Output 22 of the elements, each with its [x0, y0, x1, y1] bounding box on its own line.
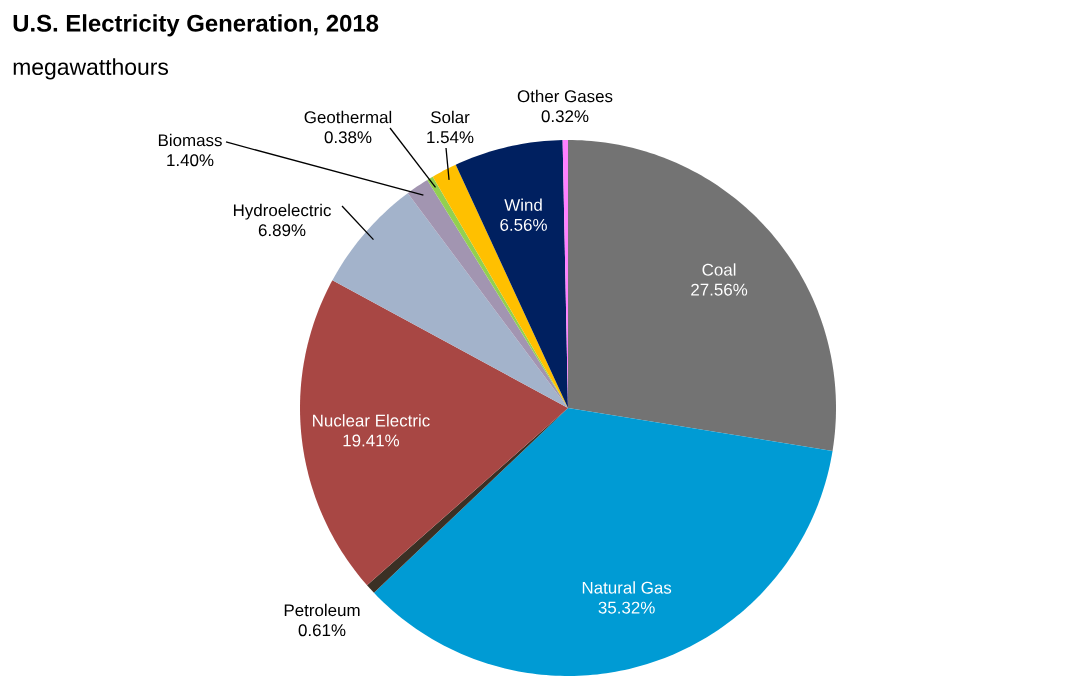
slice-label: Hydroelectric [233, 203, 331, 220]
data-label: 0.32% [541, 110, 589, 123]
slice-label: Solar [431, 110, 470, 124]
slice-label: Petroleum [284, 603, 360, 617]
slice-label: Geothermal [304, 110, 392, 124]
slice-label: Natural Gas [582, 581, 672, 594]
data-label: 0.38% [324, 131, 372, 144]
data-label: 0.61% [298, 624, 346, 637]
slice-label: Biomass [158, 133, 222, 147]
chart-title: U.S. Electricity Generation, 2018 [13, 14, 379, 37]
data-label: 27.56% [691, 283, 748, 296]
data-label: 35.32% [598, 601, 655, 614]
slice-label: Other Gases [517, 89, 613, 103]
data-label: 1.54% [427, 131, 474, 144]
data-label: 1.40% [167, 154, 214, 167]
slice-label: Coal [702, 263, 736, 276]
slice-label: Wind [504, 198, 542, 211]
data-label: 19.41% [343, 434, 400, 447]
chart-subtitle: megawatthours [13, 58, 169, 80]
data-label: 6.89% [258, 224, 306, 237]
data-label: 6.56% [500, 218, 547, 231]
slice-label: Nuclear Electric [313, 414, 430, 427]
